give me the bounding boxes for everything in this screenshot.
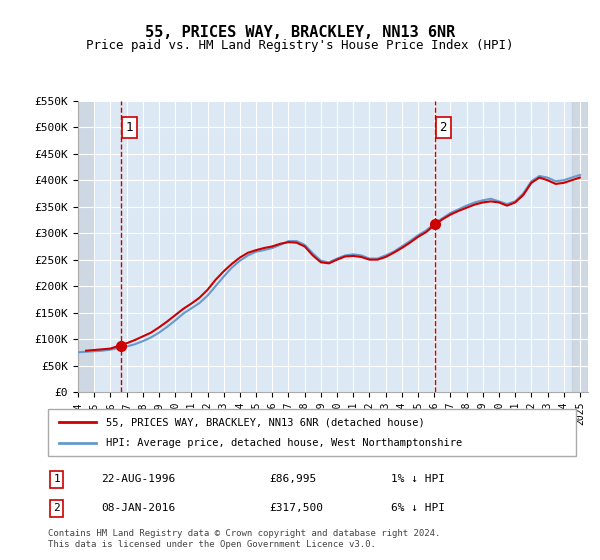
Text: 55, PRICES WAY, BRACKLEY, NN13 6NR (detached house): 55, PRICES WAY, BRACKLEY, NN13 6NR (deta…	[106, 417, 425, 427]
Text: Price paid vs. HM Land Registry's House Price Index (HPI): Price paid vs. HM Land Registry's House …	[86, 39, 514, 52]
Text: 6% ↓ HPI: 6% ↓ HPI	[391, 503, 445, 514]
Text: Contains HM Land Registry data © Crown copyright and database right 2024.
This d: Contains HM Land Registry data © Crown c…	[48, 529, 440, 549]
Text: 55, PRICES WAY, BRACKLEY, NN13 6NR: 55, PRICES WAY, BRACKLEY, NN13 6NR	[145, 25, 455, 40]
Text: 1: 1	[125, 121, 133, 134]
Text: £86,995: £86,995	[270, 474, 317, 484]
Text: 08-JAN-2016: 08-JAN-2016	[101, 503, 175, 514]
Text: HPI: Average price, detached house, West Northamptonshire: HPI: Average price, detached house, West…	[106, 438, 463, 448]
Text: 2: 2	[440, 121, 447, 134]
Text: 2: 2	[53, 503, 60, 514]
Text: £317,500: £317,500	[270, 503, 324, 514]
Bar	[572, 101, 588, 392]
FancyBboxPatch shape	[48, 409, 576, 456]
Bar	[78, 101, 94, 392]
Text: 1% ↓ HPI: 1% ↓ HPI	[391, 474, 445, 484]
Text: 1: 1	[53, 474, 60, 484]
Text: 22-AUG-1996: 22-AUG-1996	[101, 474, 175, 484]
